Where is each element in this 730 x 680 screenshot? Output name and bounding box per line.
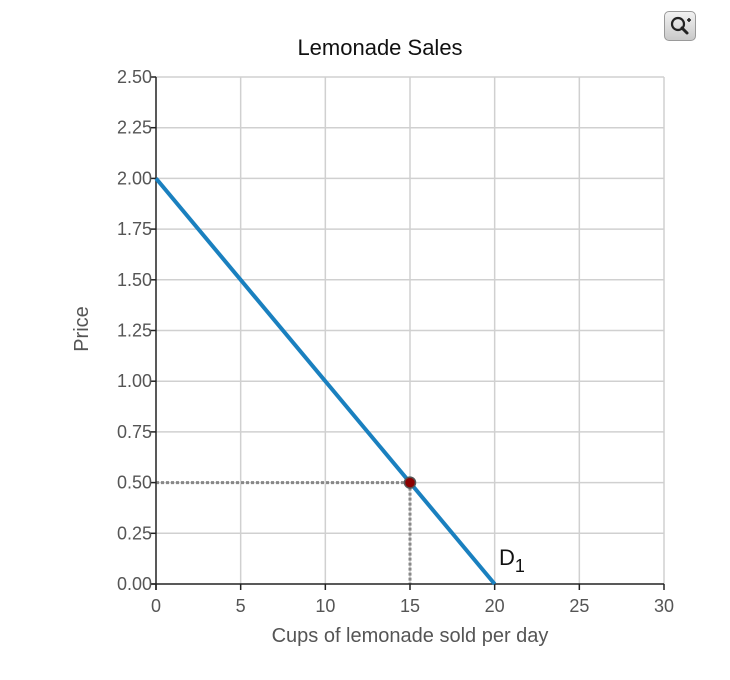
- x-tick-label-0: 0: [151, 596, 161, 616]
- x-tick-label-2: 10: [315, 596, 335, 616]
- curve-label-main: D: [499, 545, 515, 570]
- y-tick-label-5: 1.25: [117, 321, 152, 341]
- x-tick-labels: 0 5 10 15 20 25 30: [151, 596, 674, 616]
- x-tick-label-5: 25: [569, 596, 589, 616]
- series-group: [154, 177, 497, 586]
- y-tick-labels: 0.00 0.25 0.50 0.75 1.00 1.25 1.50 1.75 2.00 2.25…: [117, 67, 152, 594]
- x-tick-label-4: 20: [485, 596, 505, 616]
- curve-label-sub: 1: [515, 556, 525, 576]
- guide-lines: [156, 481, 412, 584]
- y-tick-label-7: 1.75: [117, 219, 152, 239]
- x-tick-label-1: 5: [236, 596, 246, 616]
- y-tick-label-3: 0.75: [117, 422, 152, 442]
- chart-title: Lemonade Sales: [297, 35, 462, 60]
- y-tick-label-8: 2.00: [117, 168, 152, 188]
- x-axis-label: Cups of lemonade sold per day: [272, 625, 549, 647]
- y-tick-label-0: 0.00: [117, 574, 152, 594]
- y-tick-label-9: 2.25: [117, 118, 152, 138]
- y-tick-label-2: 0.50: [117, 473, 152, 493]
- y-tick-label-4: 1.00: [117, 371, 152, 391]
- y-tick-label-1: 0.25: [117, 523, 152, 543]
- axes: [150, 76, 665, 590]
- x-tick-label-6: 30: [654, 596, 674, 616]
- y-axis-label: Price: [71, 306, 93, 352]
- curve-label-d1: D1: [499, 545, 525, 576]
- y-tick-label-10: 2.50: [117, 67, 152, 87]
- series-line-d1: [154, 177, 497, 586]
- zoom-button[interactable]: [664, 11, 696, 41]
- y-tick-label-6: 1.50: [117, 270, 152, 290]
- marked-point: [403, 476, 417, 489]
- x-tick-label-3: 15: [400, 596, 420, 616]
- zoom-icon: [670, 16, 691, 35]
